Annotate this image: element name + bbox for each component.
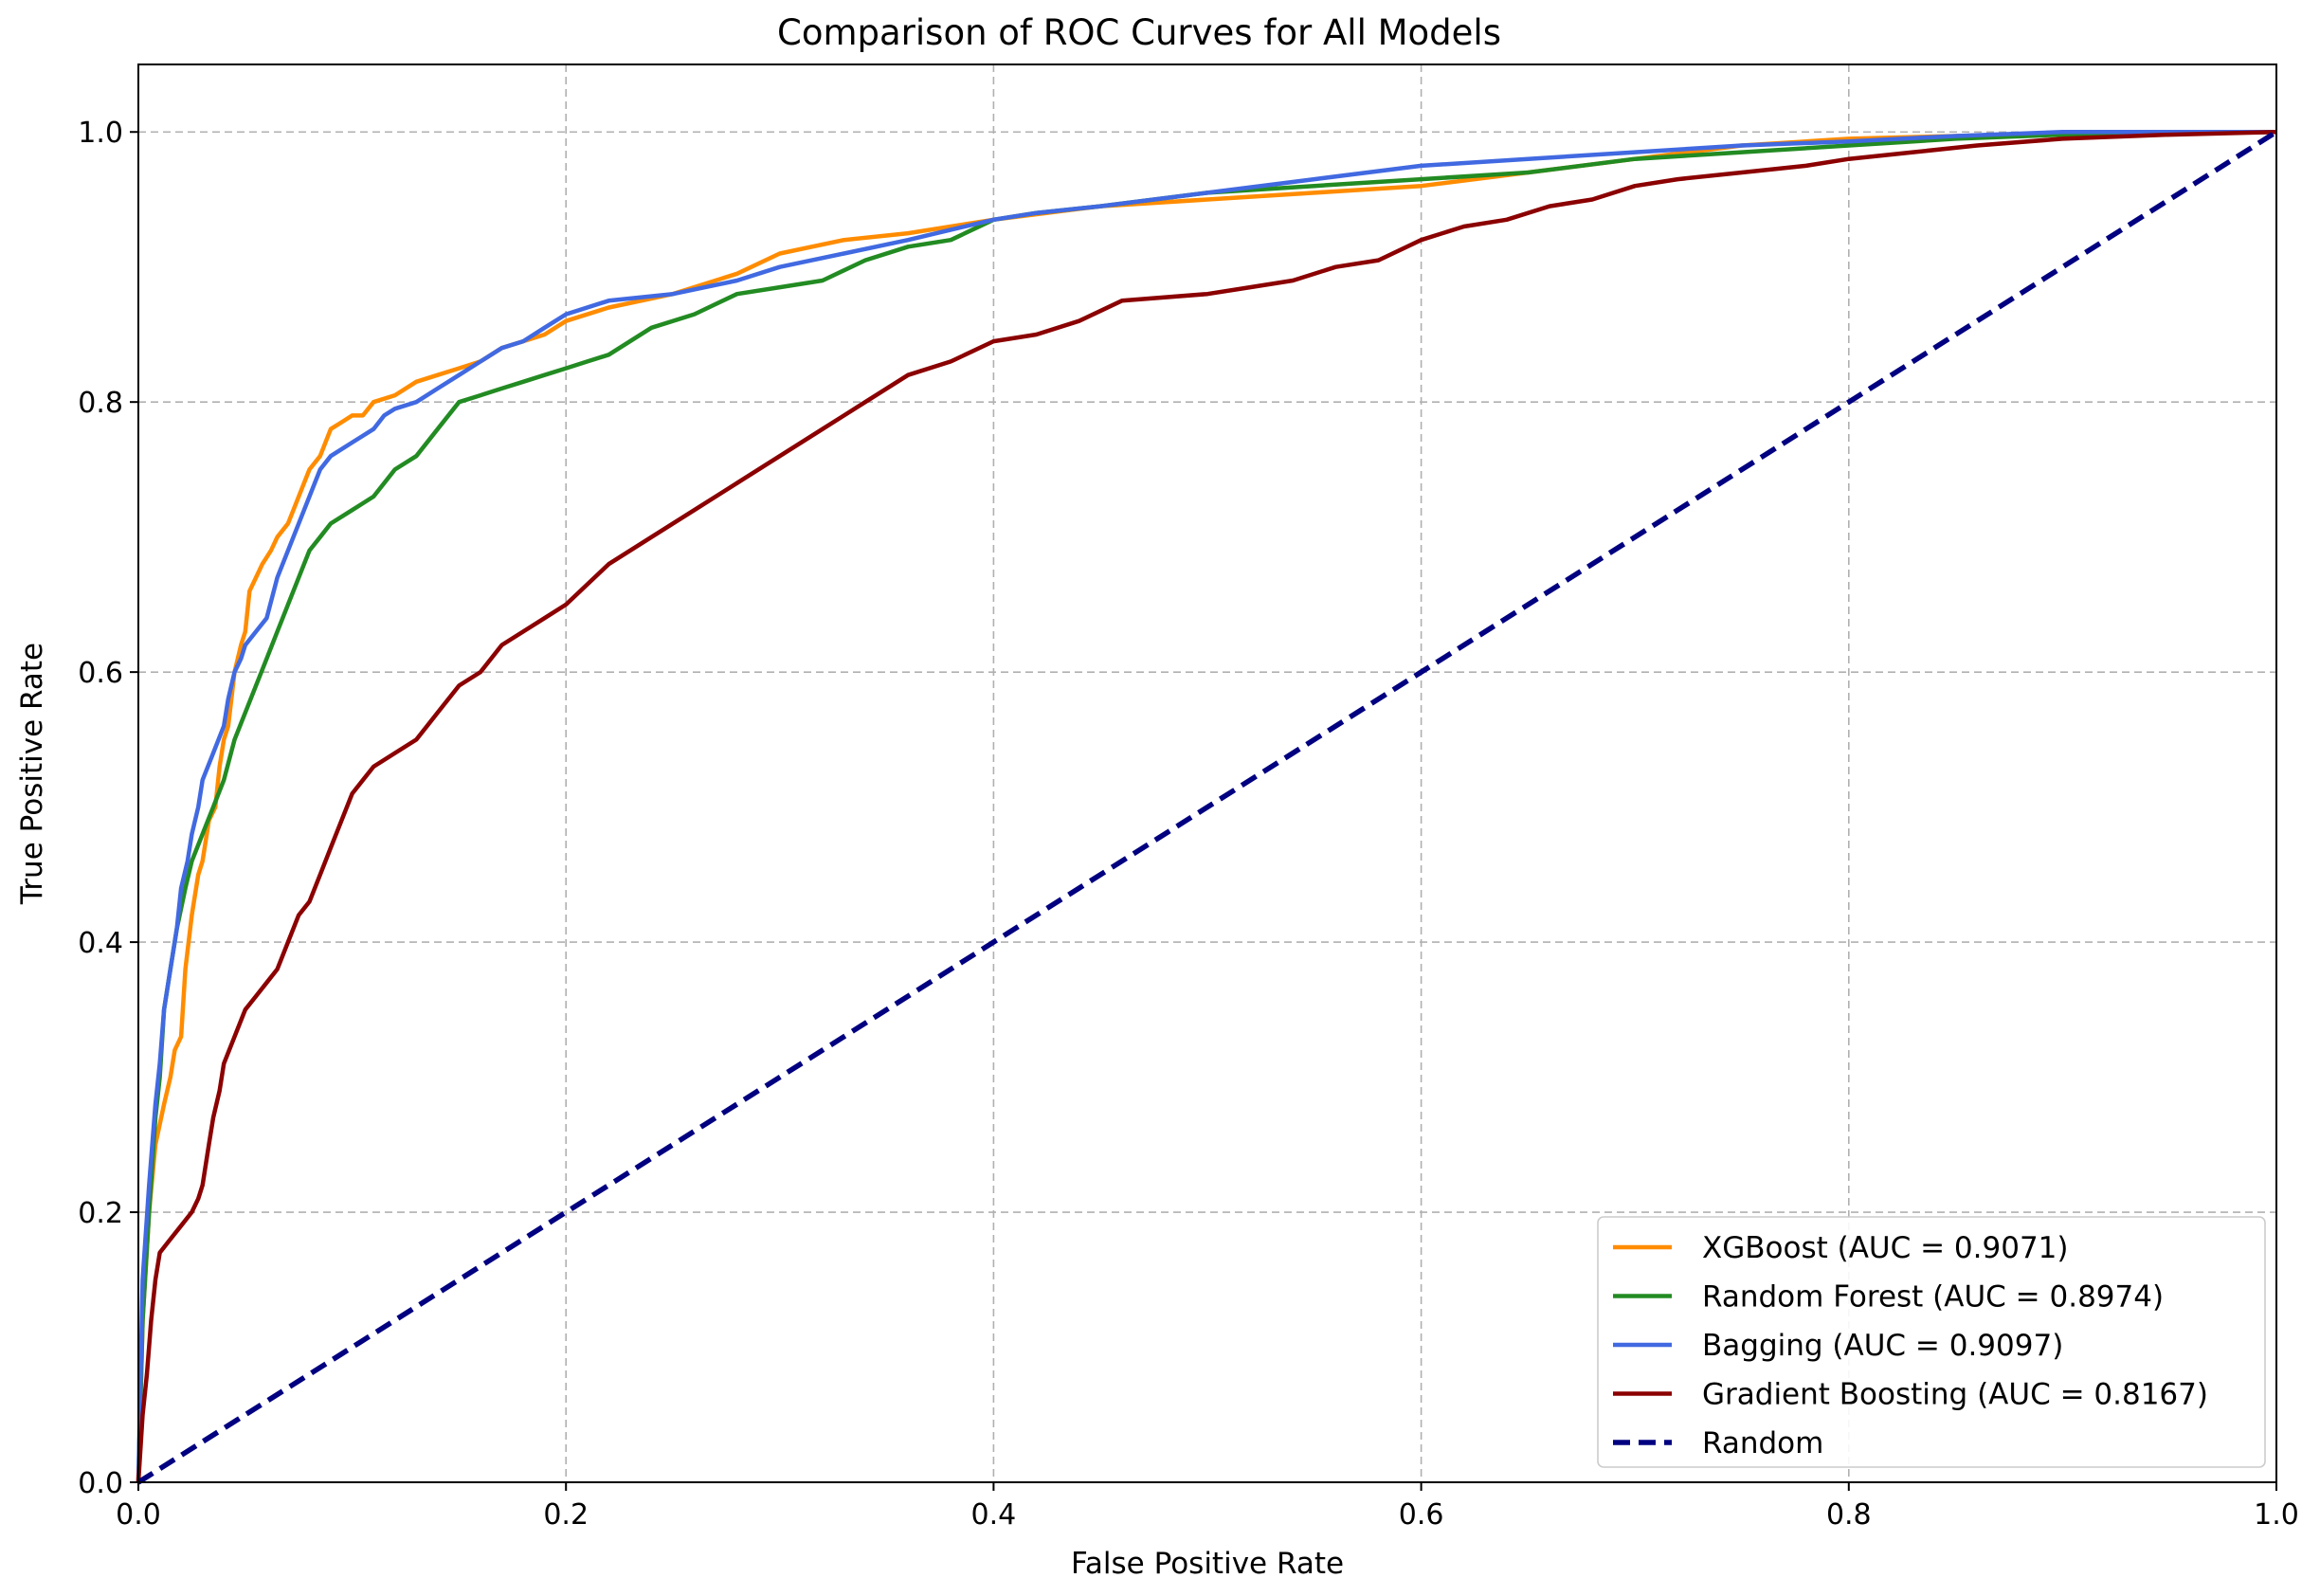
y-axis-label: True Positive Rate: [15, 643, 49, 905]
x-axis-label: False Positive Rate: [1071, 1547, 1344, 1581]
y-tick-label: 0.6: [78, 657, 123, 690]
x-tick-label: 0.0: [116, 1498, 161, 1532]
series-lines: [136, 129, 2278, 1485]
legend-box: [1597, 1216, 2266, 1468]
x-axis-ticks: 0.0 0.2 0.4 0.6 0.8 1.0: [116, 1482, 2299, 1532]
x-tick-label: 0.8: [1826, 1498, 1872, 1532]
legend-label: Random: [1702, 1426, 1823, 1460]
y-tick-label: 0.2: [78, 1197, 123, 1230]
y-tick-label: 1.0: [78, 117, 123, 150]
grid-lines: [138, 64, 2276, 1482]
x-tick-label: 0.2: [543, 1498, 589, 1532]
y-tick-label: 0.4: [78, 927, 123, 960]
y-axis-ticks: 0.0 0.2 0.4 0.6 0.8 1.0: [78, 117, 138, 1500]
legend-label: Random Forest (AUC = 0.8974): [1702, 1280, 2164, 1315]
series-line-gradient-boosting: [136, 129, 2277, 1483]
chart-title: Comparison of ROC Curves for All Models: [777, 12, 1501, 53]
x-tick-label: 0.6: [1399, 1498, 1444, 1532]
series-line-random: [136, 129, 2278, 1485]
legend: XGBoost (AUC = 0.9071) Random Forest (AUC…: [1597, 1216, 2266, 1468]
plot-area-frame: [137, 63, 2277, 1483]
legend-label: Bagging (AUC = 0.9097): [1702, 1329, 2063, 1363]
x-tick-label: 0.4: [971, 1498, 1017, 1532]
y-tick-label: 0.0: [78, 1467, 123, 1500]
y-tick-label: 0.8: [78, 387, 123, 420]
series-line-bagging: [136, 129, 2276, 1483]
legend-label: Gradient Boosting (AUC = 0.8167): [1702, 1378, 2208, 1412]
legend-label: XGBoost (AUC = 0.9071): [1702, 1231, 2069, 1265]
x-tick-label: 1.0: [2254, 1498, 2299, 1532]
